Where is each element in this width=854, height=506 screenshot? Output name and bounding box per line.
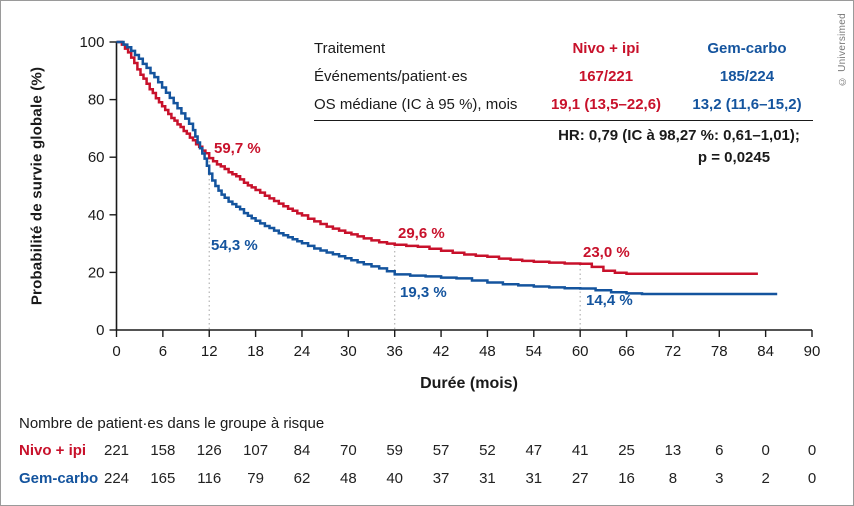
x-tick-label: 12 (201, 343, 218, 360)
risk-count: 59 (386, 442, 404, 459)
annotation-label: 29,6 % (398, 225, 445, 242)
risk-count: 0 (761, 442, 770, 459)
km-curve-gem-carbo (116, 40, 778, 296)
annotation-label: 19,3 % (400, 284, 447, 301)
risk-count: 40 (386, 470, 404, 487)
stats-table-divider (314, 120, 813, 121)
risk-row-label-nivo-ipi: Nivo + ipi (19, 442, 87, 459)
risk-count: 31 (479, 470, 496, 487)
p-value-text: p = 0,0245 (697, 149, 771, 166)
copyright-text: © Universimed (837, 13, 848, 87)
risk-count: 107 (243, 442, 269, 459)
risk-count: 52 (479, 442, 496, 459)
x-tick-label: 0 (112, 343, 120, 360)
risk-count: 8 (668, 470, 678, 487)
x-tick-label: 24 (294, 343, 311, 360)
median-os-nivo-ipi: 19,1 (13,5–22,6) (550, 96, 662, 113)
x-tick-label: 66 (618, 343, 635, 360)
risk-count: 57 (432, 442, 450, 459)
stats-label-median-os: OS médiane (IC à 95 %), mois (314, 96, 518, 113)
km-curve-nivo-ipi (116, 40, 758, 276)
x-tick-label: 6 (159, 343, 167, 360)
risk-count: 0 (807, 470, 817, 487)
stats-row-median-os: OS médiane (IC à 95 %), mois 19,1 (13,5–… (1, 96, 853, 118)
risk-count: 3 (715, 470, 724, 487)
x-tick-label: 60 (572, 343, 589, 360)
y-tick-label: 40 (88, 207, 105, 224)
risk-count: 25 (618, 442, 635, 459)
risk-count: 31 (525, 470, 543, 487)
risk-count: 47 (525, 442, 543, 459)
y-tick-label: 100 (79, 34, 104, 51)
risk-count: 62 (293, 470, 311, 487)
risk-count: 221 (103, 442, 130, 459)
risk-count: 126 (196, 442, 222, 459)
risk-count: 116 (197, 470, 222, 487)
stats-row-events: Événements/patient·es 167/221 185/224 (1, 68, 853, 90)
risk-count: 16 (618, 470, 635, 487)
arm-label-nivo-ipi: Nivo + ipi (572, 40, 640, 57)
annotation-label: 54,3 % (211, 237, 258, 254)
hazard-ratio-text: HR: 0,79 (IC à 98,27 %: 0,61–1,01); (558, 127, 800, 144)
x-axis-title: Durée (mois) (420, 375, 518, 392)
stats-row-treatment: Traitement Nivo + ipi Gem-carbo (1, 40, 853, 62)
risk-count: 37 (432, 470, 450, 487)
events-nivo-ipi: 167/221 (578, 68, 634, 85)
x-tick-label: 84 (757, 343, 774, 360)
risk-row-label-gem-carbo: Gem-carbo (19, 470, 99, 487)
x-tick-label: 54 (525, 343, 542, 360)
stats-label-events: Événements/patient·es (314, 68, 468, 85)
y-tick-label: 0 (96, 322, 104, 339)
arm-label-gem-carbo: Gem-carbo (707, 40, 787, 57)
x-tick-label: 36 (386, 343, 403, 360)
x-tick-label: 90 (804, 343, 821, 360)
y-tick-label: 60 (88, 149, 105, 166)
x-tick-label: 78 (711, 343, 728, 360)
risk-count: 0 (807, 442, 817, 459)
risk-count: 41 (571, 442, 589, 459)
events-gem-carbo: 185/224 (719, 68, 775, 85)
risk-count: 70 (339, 442, 357, 459)
x-tick-label: 72 (665, 343, 682, 360)
risk-count: 158 (150, 442, 176, 459)
annotation-label: 23,0 % (583, 244, 630, 261)
annotation-label: 59,7 % (214, 140, 261, 157)
y-tick-label: 20 (88, 264, 105, 281)
annotation-label: 14,4 % (586, 292, 633, 309)
risk-count: 6 (715, 442, 724, 459)
risk-count: 27 (571, 470, 589, 487)
risk-count: 224 (103, 470, 130, 487)
risk-count: 13 (664, 442, 682, 459)
risk-count: 84 (293, 442, 311, 459)
x-tick-label: 48 (479, 343, 496, 360)
risk-count: 2 (761, 470, 770, 487)
risk-count: 48 (339, 470, 357, 487)
y-tick-label: 80 (88, 92, 105, 109)
risk-table-title: Nombre de patient·es dans le groupe à ri… (19, 415, 325, 432)
km-plot: 0 20 40 60 80 100 0 6 12 18 24 30 36 42 48 54 60 66 72 78 84… (79, 34, 821, 360)
x-tick-label: 42 (433, 343, 450, 360)
stats-label-treatment: Traitement (314, 40, 386, 57)
x-tick-label: 18 (247, 343, 264, 360)
median-os-gem-carbo: 13,2 (11,6–15,2) (692, 96, 802, 113)
risk-count: 79 (247, 470, 264, 487)
risk-count: 165 (150, 470, 176, 487)
x-tick-label: 30 (340, 343, 357, 360)
